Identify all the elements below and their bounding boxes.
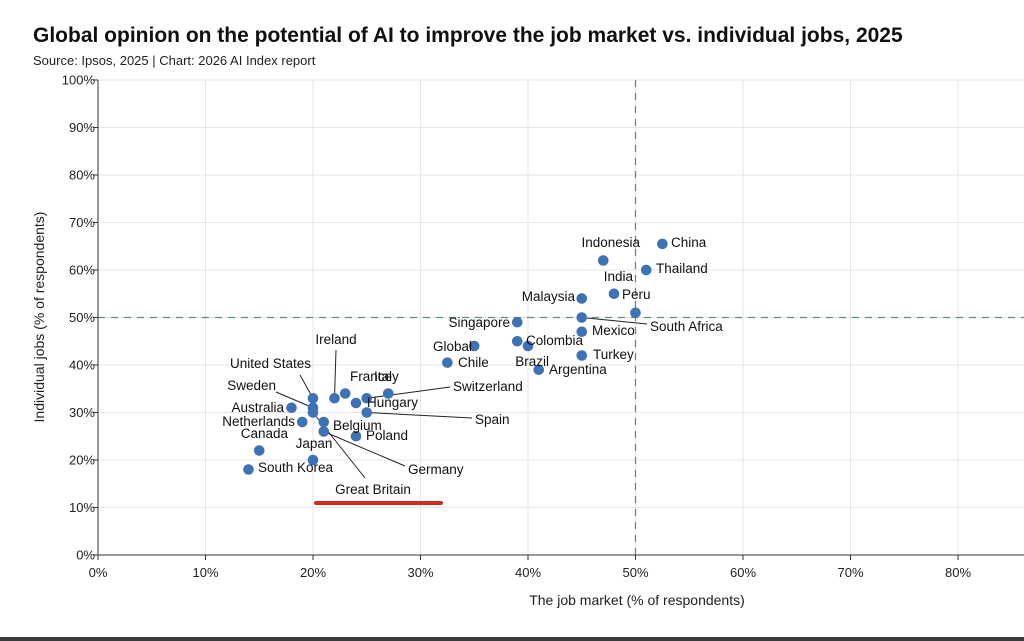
point-label: South Korea	[258, 460, 334, 475]
point-label: France	[350, 369, 392, 384]
x-tick-label: 10%	[192, 565, 218, 580]
data-point	[329, 392, 340, 404]
x-tick-label: 50%	[622, 565, 648, 580]
point-label: Netherlands	[222, 414, 295, 429]
point-label: Peru	[622, 287, 651, 302]
data-point	[657, 238, 668, 250]
y-tick-label: 0%	[76, 548, 95, 563]
x-tick-label: 30%	[407, 565, 433, 580]
point-label: Italy	[374, 369, 399, 384]
data-point	[630, 307, 641, 319]
point-label: Germany	[408, 462, 464, 477]
point-label: Poland	[366, 428, 408, 443]
point-label: Hungary	[367, 395, 418, 410]
y-tick-label: 100%	[62, 73, 96, 88]
x-tick-label: 80%	[945, 565, 971, 580]
leader-line	[323, 431, 406, 467]
point-label: Ireland	[315, 332, 356, 347]
point-label: Australia	[231, 400, 284, 415]
data-point	[350, 430, 362, 442]
x-tick-label: 70%	[837, 565, 863, 580]
y-tick-label: 60%	[69, 263, 95, 278]
data-point	[640, 264, 652, 276]
data-point	[576, 312, 588, 323]
chart-subtitle: Source: Ipsos, 2025 | Chart: 2026 AI Ind…	[33, 53, 316, 68]
data-point	[253, 445, 265, 456]
point-label: Global	[433, 339, 472, 354]
bottom-divider	[0, 637, 1024, 641]
data-point	[318, 416, 330, 428]
data-points	[243, 238, 668, 475]
leader-line	[334, 349, 337, 399]
point-labels: China Indonesia Thailand India Peru Malaysia S…	[222, 235, 723, 497]
point-label: Japan	[296, 436, 333, 451]
point-label: Switzerland	[453, 379, 523, 394]
point-label: China	[671, 235, 707, 250]
point-label: Sweden	[227, 378, 276, 393]
point-label: Spain	[475, 412, 510, 427]
data-point	[511, 335, 523, 347]
axes: 0% 10% 20% 30% 40% 50% 60% 70% 80% 90% 100% 0% 10% 20…	[62, 73, 1024, 580]
point-label: Malaysia	[522, 289, 576, 304]
data-point	[576, 350, 588, 361]
data-point	[597, 255, 609, 266]
chart-title: Global opinion on the potential of AI to…	[33, 24, 903, 47]
data-point	[468, 340, 480, 352]
x-tick-label: 40%	[515, 565, 541, 580]
data-point	[318, 426, 330, 437]
data-point	[350, 397, 362, 409]
point-label: Chile	[458, 355, 489, 370]
data-point	[576, 293, 588, 304]
leader-line	[581, 317, 648, 325]
x-axis-label: The job market (% of respondents)	[529, 592, 745, 608]
y-tick-label: 30%	[69, 405, 95, 420]
x-tick-label: 0%	[89, 565, 108, 580]
point-label: United States	[230, 356, 311, 371]
data-point	[576, 326, 588, 338]
leader-line	[366, 412, 473, 419]
y-tick-label: 20%	[69, 453, 95, 468]
y-tick-label: 50%	[69, 310, 95, 325]
data-point	[522, 340, 534, 352]
y-tick-label: 40%	[69, 358, 95, 373]
x-tick-label: 20%	[300, 565, 326, 580]
point-label: Singapore	[448, 315, 510, 330]
point-label: Belgium	[333, 418, 382, 433]
data-point	[442, 357, 453, 368]
point-label: Mexico	[592, 323, 635, 338]
point-label: Thailand	[656, 261, 708, 276]
point-label: Argentina	[549, 362, 607, 377]
data-point	[608, 288, 620, 300]
data-point	[296, 416, 308, 428]
point-label: India	[604, 269, 634, 284]
data-point	[339, 388, 351, 399]
data-point	[361, 407, 373, 418]
leader-line	[275, 391, 314, 409]
y-tick-label: 10%	[69, 500, 95, 515]
point-label: Great Britain	[335, 482, 411, 497]
gridlines	[98, 79, 1024, 555]
data-point	[243, 464, 254, 475]
data-point	[382, 388, 394, 399]
data-point	[307, 454, 319, 466]
data-point	[307, 407, 319, 418]
data-point	[511, 316, 523, 328]
point-label: Colombia	[526, 333, 584, 348]
y-axis-label: Individual jobs (% of respondents)	[31, 212, 47, 423]
point-label: Turkey	[593, 347, 634, 362]
leader-line	[366, 386, 451, 399]
data-point	[533, 364, 545, 376]
x-tick-label: 60%	[730, 565, 756, 580]
point-label: South Africa	[650, 319, 723, 334]
point-label: Brazil	[515, 354, 549, 369]
y-tick-label: 90%	[69, 120, 95, 135]
data-point	[307, 392, 319, 404]
y-tick-label: 80%	[69, 168, 95, 183]
y-tick-label: 70%	[69, 215, 95, 230]
point-label: Canada	[241, 426, 289, 441]
data-point	[286, 402, 297, 414]
point-label: Indonesia	[581, 235, 640, 250]
data-point	[361, 392, 373, 404]
